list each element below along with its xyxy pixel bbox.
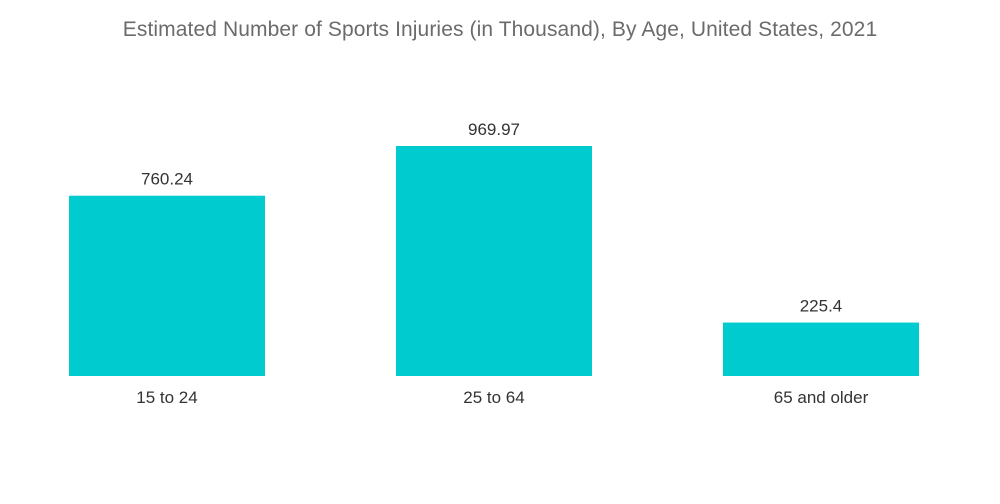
bar-3 bbox=[723, 322, 919, 376]
category-label-2: 25 to 64 bbox=[463, 388, 524, 407]
value-label-2: 969.97 bbox=[468, 120, 520, 139]
category-labels-layer: 15 to 24 25 to 64 65 and older bbox=[136, 388, 868, 407]
value-labels-layer: 760.24 969.97 225.4 bbox=[141, 120, 842, 316]
bar-1 bbox=[69, 195, 265, 376]
chart-title: Estimated Number of Sports Injuries (in … bbox=[122, 18, 878, 41]
category-label-1: 15 to 24 bbox=[136, 388, 197, 407]
value-label-3: 225.4 bbox=[800, 297, 843, 316]
bar-2 bbox=[396, 146, 592, 376]
value-label-1: 760.24 bbox=[141, 170, 193, 189]
bars-layer bbox=[69, 146, 919, 376]
category-label-3: 65 and older bbox=[774, 388, 869, 407]
